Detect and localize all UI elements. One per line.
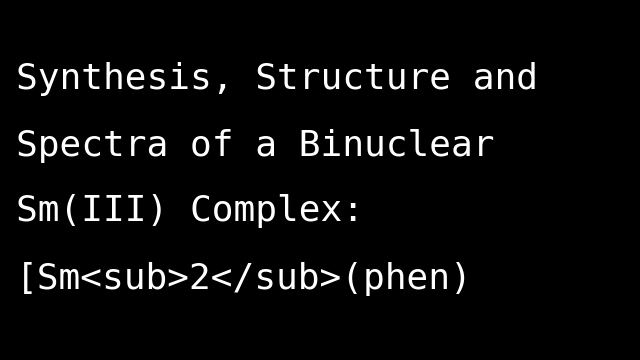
Text: Synthesis, Structure and: Synthesis, Structure and	[16, 62, 538, 96]
Text: Sm(III) Complex:: Sm(III) Complex:	[16, 194, 364, 228]
Text: [Sm<sub>2</sub>(phen): [Sm<sub>2</sub>(phen)	[16, 262, 473, 296]
Text: Spectra of a Binuclear: Spectra of a Binuclear	[16, 129, 495, 163]
